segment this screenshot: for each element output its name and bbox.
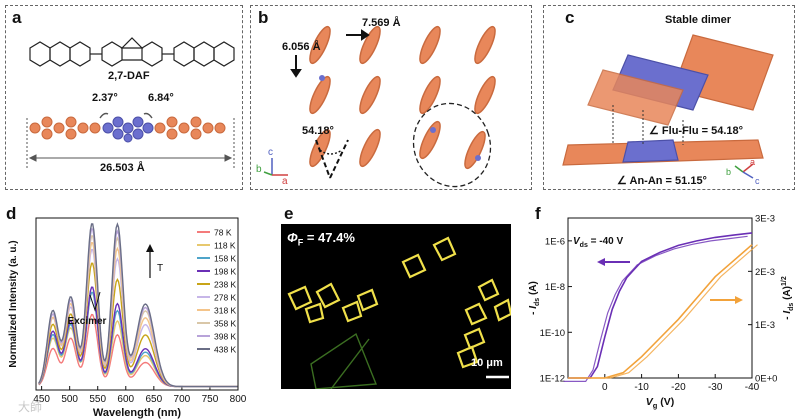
y-left-tick-label: 1E-6 [545, 236, 565, 247]
legend-label: 158 K [214, 254, 237, 264]
legend-label: 118 K [214, 241, 236, 251]
x-tick-label: -20 [671, 382, 686, 393]
legend-label: 278 K [214, 293, 237, 303]
axis-a-label: a [282, 176, 288, 187]
panel-a: a 2,7-DAF [0, 0, 245, 200]
distance-vertical: 6.056 Å [282, 41, 321, 53]
y-right-tick-label: 2E-3 [755, 267, 775, 278]
panel-e-label: e [284, 204, 294, 223]
x-tick-label: 0 [602, 382, 608, 393]
y-right-axis-label: - Ids (A)1/2 [781, 276, 795, 320]
legend-label: 358 K [214, 319, 237, 329]
x-tick-label: 700 [174, 394, 191, 405]
x-tick-label: 750 [202, 394, 219, 405]
panel-d: d 450 500 550 600 650 700 750 800 Wavelength (nm… [0, 200, 260, 419]
transfer-curve-chart: 0 -10 -20 -30 -40 1E-12 1E-10 1E-8 1E-6 0E+0 1E-3 2… [528, 214, 795, 411]
sqrt-axis-arrow-head [735, 296, 743, 304]
panel-d-label: d [6, 204, 17, 223]
crystal-packing [263, 25, 496, 188]
axis-b-label: b [726, 167, 732, 177]
y-left-tick-label: 1E-12 [540, 374, 565, 385]
dimer-highlight [412, 102, 492, 188]
sqrt-current-line-reverse [573, 244, 758, 379]
legend-label: 398 K [214, 332, 237, 342]
x-tick-label: 600 [117, 394, 134, 405]
x-tick-label: 800 [230, 394, 247, 405]
fluorescence-micrograph: ΦF = 47.4% 10 μm [281, 224, 511, 389]
panel-f: f 0 -10 -20 -30 -40 1E-12 1E-10 1E-8 1E-6 0E+0 1E-… [520, 200, 800, 419]
vds-label: Vds = -40 V [573, 236, 623, 249]
distance-horizontal: 7.569 Å [362, 17, 401, 29]
molecule-3d-model [26, 112, 235, 168]
panel-a-frame [5, 5, 243, 190]
dimer-model [562, 34, 774, 179]
panel-c-frame [543, 5, 795, 190]
legend-label: 238 K [214, 280, 237, 290]
x-tick-label: -30 [708, 382, 723, 393]
panel-f-label: f [535, 204, 541, 223]
legend-label: 78 K [214, 228, 232, 238]
panel-e: e ΦF = 47.4% [270, 200, 520, 419]
panel-a-label: a [12, 8, 22, 27]
y-right-tick-label: 1E-3 [755, 320, 775, 331]
axis-a-label: a [750, 157, 756, 167]
spectrum-line-438K [38, 222, 238, 388]
x-tick-label: 450 [33, 394, 50, 405]
flu-flu-angle: ∠ Flu-Flu = 54.18° [649, 125, 744, 137]
y-left-axis-label: - Ids (A) [528, 281, 541, 315]
temperature-arrow-head [146, 244, 154, 252]
panel-b-frame [250, 5, 532, 190]
panel-b-label: b [258, 8, 269, 27]
axis-c-label: c [268, 147, 273, 158]
panel-b: b 7.569 Å [250, 0, 535, 200]
quantum-yield: ΦF = 47.4% [287, 230, 355, 248]
x-axis-label: Wavelength (nm) [93, 407, 182, 419]
plot-frame [35, 217, 239, 391]
log-current-line-reverse [563, 235, 748, 382]
pl-spectra-chart: 450 500 550 600 650 700 750 800 Wavelength (nm) N… [8, 217, 247, 419]
y-axis-label: Normalized Intensity (a. u.) [8, 240, 19, 367]
x-tick-label: 500 [61, 394, 78, 405]
x-axis-label: Vg (V) [646, 396, 675, 410]
x-tick-label: 650 [145, 394, 162, 405]
legend-label: 438 K [214, 345, 237, 355]
microcrystals [287, 236, 511, 389]
axis-c-label: c [755, 176, 760, 186]
scale-bar-label: 10 μm [471, 357, 503, 369]
y-left-tick-label: 1E-8 [545, 282, 565, 293]
panel-c-label: c [565, 8, 575, 27]
x-tick-label: 550 [89, 394, 106, 405]
molecule-structure-2d [29, 37, 235, 67]
log-current-line [568, 232, 753, 379]
temperature-label: T [157, 263, 163, 274]
x-tick-label: -40 [745, 382, 760, 393]
y-right-tick-label: 3E-3 [755, 214, 775, 225]
y-right-tick-label: 0E+0 [755, 374, 777, 385]
legend-label: 198 K [214, 267, 237, 277]
watermark: 大師 [18, 400, 43, 414]
stable-dimer-title: Stable dimer [665, 14, 732, 26]
log-axis-arrow-head [597, 258, 605, 266]
sqrt-current-line [568, 244, 753, 379]
molecule-length: 26.503 Å [100, 162, 145, 174]
torsion-angle-left: 2.37° [92, 92, 118, 104]
an-an-angle: ∠ An-An = 51.15° [617, 175, 707, 187]
molecule-name: 2,7-DAF [108, 70, 150, 82]
legend-label: 318 K [214, 306, 237, 316]
torsion-angle-right: 6.84° [148, 92, 174, 104]
packing-angle: 54.18° [302, 125, 334, 137]
y-left-tick-label: 1E-10 [540, 328, 565, 339]
plot-frame [567, 217, 753, 379]
excimer-marker [89, 291, 101, 312]
x-tick-label: -10 [634, 382, 649, 393]
axis-b-label: b [256, 164, 262, 175]
excimer-label: Excimer [68, 316, 107, 327]
panel-c: c Stable dimer ∠ Flu-Flu = 54.18° ∠ An-A [543, 0, 800, 200]
